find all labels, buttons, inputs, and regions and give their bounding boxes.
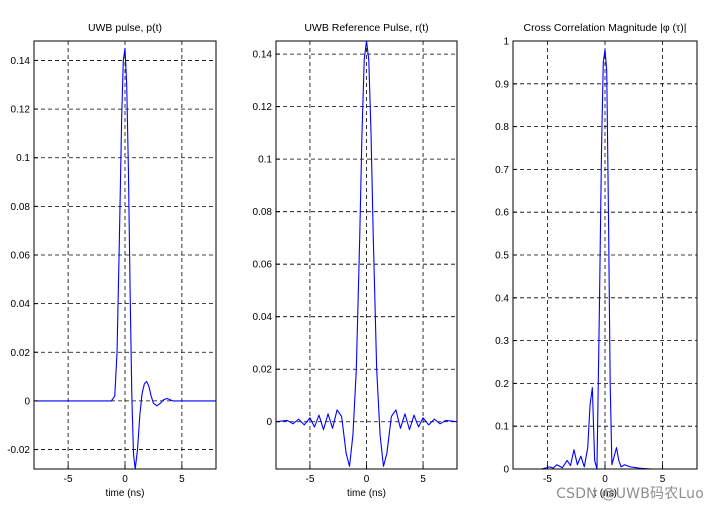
y-tick-label: 0.02 [11,348,31,359]
y-tick-label: 0 [24,396,30,407]
y-tick-label: 0.6 [495,208,509,219]
x-tick-label: -5 [305,474,314,485]
y-tick-label: 0.08 [253,207,273,218]
y-tick-label: 0.06 [11,251,31,262]
y-tick-label: 0.9 [495,79,509,90]
y-tick-label: 0.5 [495,251,509,262]
y-tick-label: 0.04 [11,299,31,310]
y-tick-label: 0.02 [253,365,273,376]
y-tick-label: -0.02 [7,445,30,456]
y-tick-label: 0.1 [495,422,509,433]
x-tick-label: -5 [64,474,73,485]
y-tick-label: 0.14 [11,56,31,67]
y-tick-label: 0.1 [16,153,30,164]
y-tick-label: 0.2 [495,379,509,390]
series-line [276,41,457,467]
y-tick-label: 0.06 [253,260,273,271]
x-tick-label: 5 [179,474,185,485]
x-tick-label: 0 [122,474,128,485]
x-tick-label: -5 [543,474,552,485]
x-axis-label: τ (ns) [593,488,617,499]
y-tick-label: 0.7 [495,165,509,176]
y-tick-label: 0.14 [253,50,273,61]
chart-panel-pulse: -5 0 5 -0.02 0 0.02 0.04 0.06 0.08 0.1 0.12 0.14 UWB… [7,22,217,499]
chart-panel-reference-pulse: -5 0 5 0 0.02 0.04 0.06 0.08 0.1 0.12 0.14 UWB Refe… [253,22,458,499]
x-tick-label: 5 [420,474,426,485]
y-tick-label: 0.8 [495,122,509,133]
y-tick-label: 0.1 [258,155,272,166]
x-tick-label: 0 [364,474,370,485]
y-tick-label: 0.08 [11,202,31,213]
y-tick-label: 0.4 [495,293,509,304]
x-tick-label: 0 [602,474,608,485]
x-axis-label: time (ns) [347,488,386,499]
watermark-text: CSDN @UWB码农Luo [556,486,704,502]
chart-panel-cross-correlation: -5 0 5 0 0.1 0.2 0.3 0.4 0.5 0.6 0.7 0.8 0.9 1 Cross C… [495,22,698,499]
series-line [34,47,216,469]
y-tick-label: 0.12 [11,105,31,116]
series-line [513,49,697,469]
y-tick-label: 0.12 [253,102,273,113]
y-tick-label: 0.04 [253,312,273,323]
chart-title: UWB pulse, p(t) [88,22,162,34]
y-tick-label: 0 [503,465,509,476]
x-axis-label: time (ns) [106,488,145,499]
y-tick-label: 0 [266,417,272,428]
chart-title: Cross Correlation Magnitude |φ (τ)| [524,22,687,34]
x-tick-label: 5 [660,474,666,485]
chart-title: UWB Reference Pulse, r(t) [304,22,428,34]
y-tick-label: 1 [503,37,509,48]
y-tick-label: 0.3 [495,336,509,347]
